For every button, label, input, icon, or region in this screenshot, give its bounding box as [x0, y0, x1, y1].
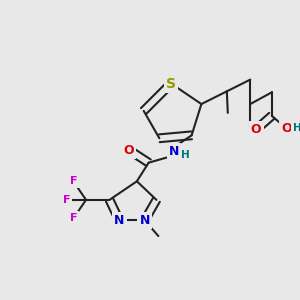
Text: F: F — [70, 213, 77, 224]
Text: O: O — [251, 123, 262, 136]
Text: N: N — [140, 214, 150, 227]
Text: O: O — [281, 122, 292, 135]
Text: F: F — [70, 176, 77, 186]
Text: N: N — [169, 146, 179, 158]
Text: F: F — [63, 195, 70, 205]
Text: N: N — [114, 214, 124, 227]
Text: H: H — [182, 150, 190, 160]
Text: H: H — [293, 124, 300, 134]
Text: S: S — [166, 76, 176, 91]
Text: O: O — [124, 143, 134, 157]
